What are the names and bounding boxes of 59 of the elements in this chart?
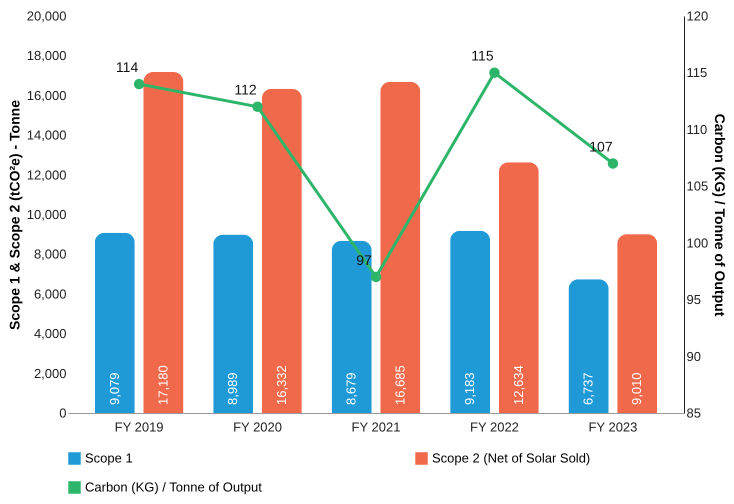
y2-tick-label: 90 [686,348,701,364]
y-tick-label: 10,000 [26,207,66,222]
x-tick-label: FY 2019 [114,420,164,434]
y2-tick-label: 110 [686,122,708,137]
bar [143,72,184,413]
y-tick-label: 6,000 [34,286,66,302]
y-tick-label: 4,000 [34,326,66,342]
y2-tick-label: 120 [686,8,708,24]
legend-label: Carbon (KG) / Tonne of Output [85,480,262,494]
y-tick-label: 16,000 [26,88,66,103]
data-label: 107 [589,138,613,154]
x-tick-label: FY 2023 [588,420,638,434]
bar [262,88,302,413]
y-tick-label: 8,000 [34,246,66,262]
y2-tick-label: 105 [686,178,708,194]
data-label: 17,180 [155,365,170,405]
data-label: 9,079 [106,372,122,405]
y-tick-label: 0 [59,406,66,420]
data-label: 8,989 [225,372,240,405]
y-tick-label: 12,000 [26,167,66,182]
legend-label: Scope 2 (Net of Solar Sold) [432,450,590,466]
data-label: 115 [471,48,494,64]
data-label: 16,685 [392,365,408,405]
data-label: 9,183 [462,372,478,405]
y2-tick-label: 85 [686,406,701,420]
y2-axis-title: Carbon (KG) / Tonne of Output [712,114,728,317]
data-label: 97 [356,252,372,268]
y-tick-label: 14,000 [26,128,66,143]
x-tick-label: FY 2022 [470,420,519,434]
bar [332,240,372,413]
bar [498,162,539,413]
y2-tick-label: 115 [686,65,708,80]
bar [380,82,420,413]
bar [94,232,135,413]
data-label: 114 [116,59,138,76]
point [134,78,144,90]
y-tick-label: 2,000 [34,366,66,381]
y-axis-title: Scope 1 & Scope 2 (tCO²e) - Tonne [6,100,23,330]
y-tick-label: 20,000 [26,8,66,24]
point [608,158,618,169]
data-label: 12,634 [510,365,526,405]
data-label: 9,010 [629,372,644,405]
y-tick-label: 18,000 [26,48,66,64]
bar [450,230,490,413]
x-tick-label: FY 2020 [233,420,282,434]
bar [617,234,658,413]
point [252,102,263,112]
legend-label: Scope 1 [85,450,133,466]
data-label: 6,737 [580,372,596,405]
point [370,272,382,282]
data-label: 112 [234,82,257,98]
bar [213,234,254,413]
point [489,67,500,78]
y2-tick-label: 95 [686,292,701,308]
data-label: 8,679 [344,372,359,405]
data-label: 16,332 [274,365,289,405]
y2-tick-label: 100 [686,235,708,250]
x-tick-label: FY 2021 [352,420,400,434]
bar [568,279,609,413]
